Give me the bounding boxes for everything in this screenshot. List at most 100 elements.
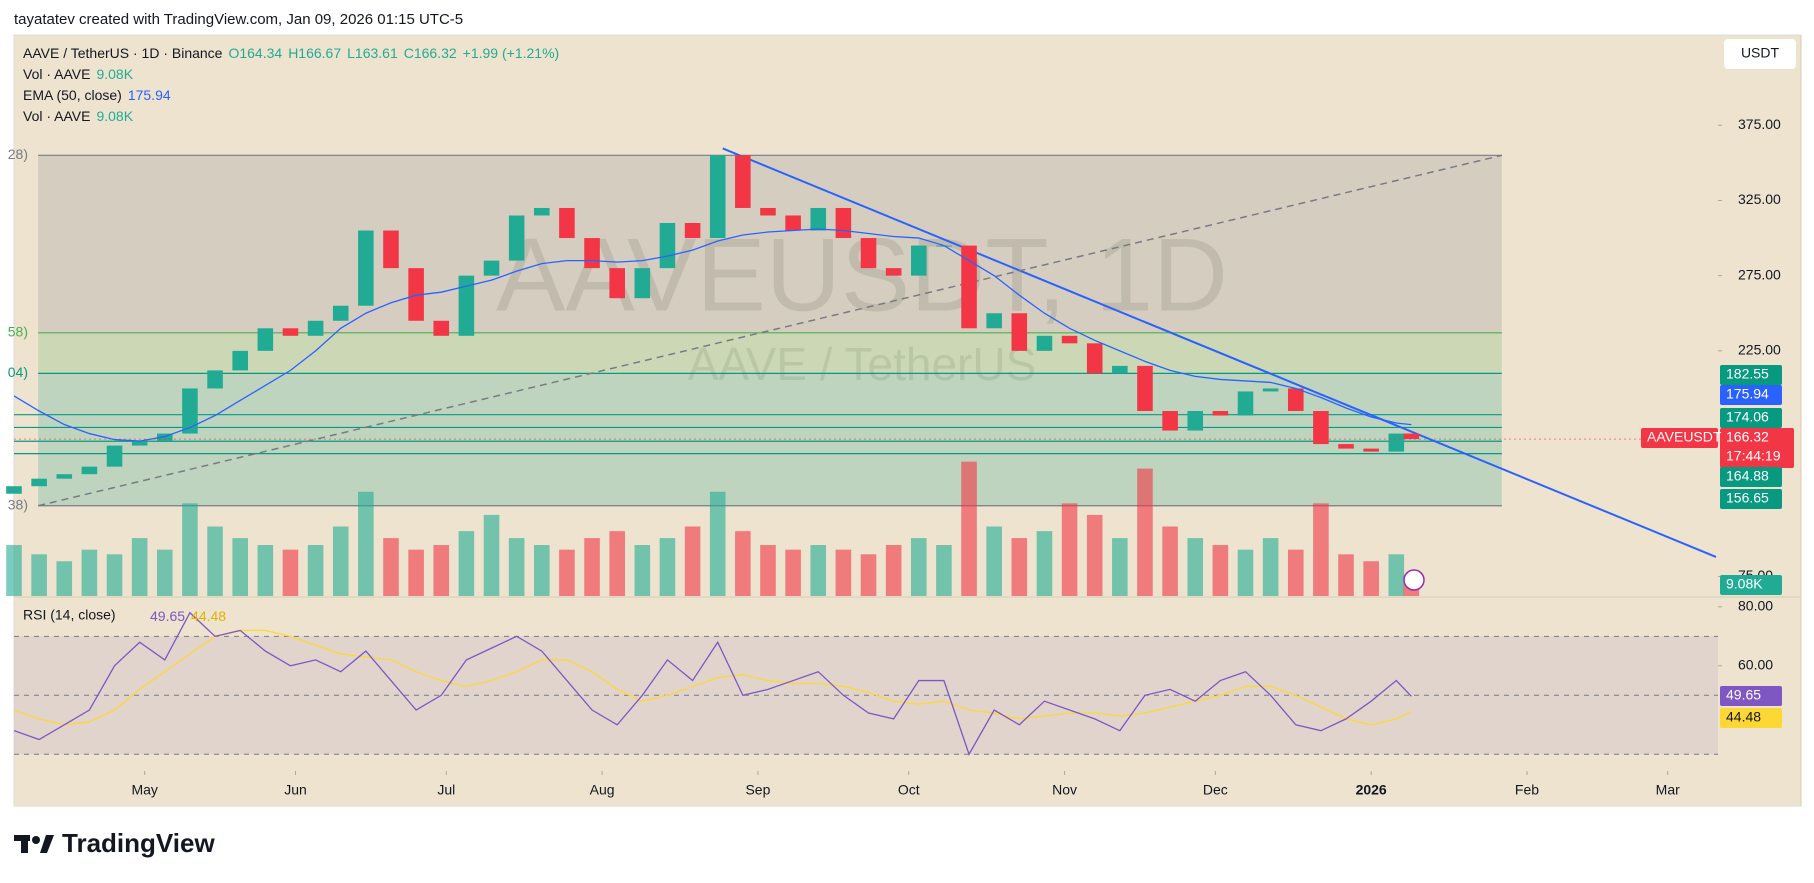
rsi-title: RSI (14, close): [23, 607, 116, 623]
rsi-line: [13, 611, 1412, 756]
volume-bar: [408, 549, 424, 596]
currency[interactable]: USDT: [1741, 45, 1780, 61]
volume-bar: [81, 549, 98, 596]
candle-body: [659, 223, 676, 269]
volume-bar: [1061, 503, 1078, 596]
level-badge-bg: [1720, 489, 1782, 509]
candle-body: [282, 328, 299, 336]
volume-bar: [986, 526, 1002, 596]
candle-body: [408, 268, 424, 321]
candle-body: [1086, 343, 1103, 374]
volume-bar: [835, 549, 852, 596]
volume-bar: [182, 503, 198, 596]
countdown: 17:44:19: [1726, 448, 1781, 464]
volume-bar: [810, 545, 827, 596]
vol2-label: Vol · AAVE: [23, 108, 91, 124]
ema-line: [13, 228, 1412, 442]
ema-badge-bg: [1720, 385, 1782, 405]
candle-body: [810, 207, 827, 231]
volume-bar: [282, 549, 299, 596]
rsi-tick-label: 80.00: [1738, 598, 1773, 614]
volume-bar: [936, 545, 952, 596]
fib-zone: [38, 332, 1502, 374]
rsi-ma-line: [13, 629, 1412, 726]
candle-body: [735, 155, 751, 208]
vol-label: Vol · AAVE: [23, 66, 91, 82]
candle-body: [383, 230, 399, 269]
candle-body: [609, 268, 625, 299]
volume-bar: [6, 545, 22, 596]
x-tick-label: Sep: [745, 782, 770, 798]
rsi-badge-bg: [1720, 686, 1782, 706]
fib-zone: [38, 155, 1502, 333]
rsi-value: 49.65: [150, 608, 186, 624]
volume-bar: [1237, 549, 1254, 596]
rsi-ma-badge-bg: [1720, 708, 1782, 728]
candle-body: [533, 207, 550, 216]
last-badge-bg: [1720, 428, 1794, 468]
volume-bar: [961, 461, 977, 596]
volume-bar: [332, 526, 349, 596]
volume-bar: [307, 545, 324, 596]
currency-button[interactable]: [1724, 39, 1796, 69]
legend-ema: EMA (50, close) 175.94: [23, 87, 177, 103]
x-tick-label: Dec: [1203, 782, 1228, 798]
candle-body: [131, 441, 148, 446]
volume-bar: [785, 549, 801, 596]
candle-body: [1287, 388, 1304, 412]
candle-body: [559, 207, 575, 239]
volume-bar: [1112, 538, 1128, 596]
candle-body: [81, 466, 98, 475]
x-tick-label: Feb: [1515, 782, 1539, 798]
candle-body: [207, 370, 223, 389]
volume-bar: [1287, 549, 1304, 596]
candle-body: [433, 320, 450, 336]
volume-bar: [584, 538, 600, 596]
last-badge: 166.32: [1726, 429, 1769, 445]
logo: TradingView: [14, 828, 215, 859]
volume-bar: [885, 545, 902, 596]
candle-body: [1011, 313, 1028, 351]
volume-bar: [157, 549, 173, 596]
y-tick-label: 325.00: [1738, 191, 1781, 207]
candle-body: [1187, 411, 1204, 431]
candle-body: [634, 268, 651, 299]
volume-bar: [1086, 514, 1103, 596]
candle-body: [1313, 411, 1329, 445]
x-tick-label: Jun: [284, 782, 307, 798]
level-badge-bg: [1720, 467, 1782, 487]
legend-rsi: 49.65 44.48: [150, 608, 232, 624]
candle-body: [458, 275, 475, 336]
volume-bar: [433, 545, 450, 596]
volume-bar: [131, 538, 148, 596]
candle-body: [584, 238, 600, 269]
level-badge-bg: [1720, 365, 1782, 385]
volume-bar: [709, 491, 726, 596]
volume-bar: [609, 531, 625, 596]
rsi-tick-label: 60.00: [1738, 657, 1773, 673]
candle-body: [760, 207, 776, 216]
vol2-value: 9.08K: [96, 108, 134, 124]
symbol: AAVE / TetherUS · 1D · Binance: [23, 45, 223, 61]
volume-bar: [358, 491, 374, 596]
ohlc-open: O164.34: [228, 45, 283, 61]
candle-body: [508, 215, 525, 261]
candle-body: [106, 445, 123, 467]
level-badge-bg: [1720, 408, 1782, 428]
fib-label: 58): [8, 323, 28, 339]
candle-body: [684, 223, 701, 239]
volume-bar: [31, 554, 47, 596]
candle-body: [1363, 448, 1379, 452]
volume-bar: [1011, 538, 1028, 596]
volume-bar: [1313, 503, 1329, 596]
rsi-ma-value: 44.48: [191, 608, 227, 624]
fib-label: 28): [8, 146, 28, 162]
symbol-badge-bg: [1641, 428, 1718, 448]
volume-bar: [659, 538, 676, 596]
x-tick-label: Jul: [437, 782, 455, 798]
candle-body: [709, 155, 726, 239]
volume-bar: [56, 561, 73, 596]
legend-vol2: Vol · AAVE 9.08K: [23, 108, 139, 124]
level-badge: 182.55: [1726, 366, 1769, 382]
